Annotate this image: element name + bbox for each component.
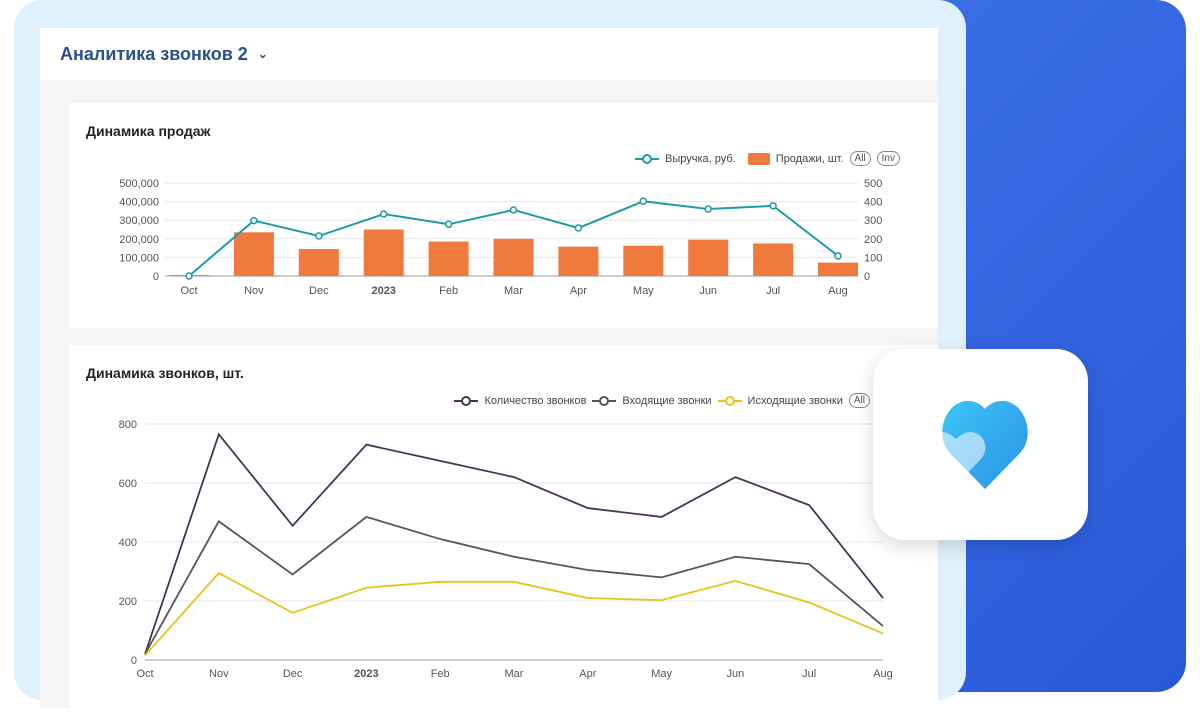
x-tick-label: Apr [579, 668, 596, 680]
revenue-point [769, 202, 777, 210]
revenue-point [379, 210, 388, 218]
sales-bar [298, 249, 339, 276]
total-calls-line [144, 432, 884, 655]
outgoing-legend-icon [717, 395, 742, 406]
total-legend-icon [454, 395, 479, 406]
x-tick-label: Dec [309, 285, 329, 297]
sales-legend-icon [747, 152, 770, 165]
x-tick-label: 2023 [354, 668, 378, 680]
revenue-point [509, 206, 518, 214]
y-tick-label: 800 [119, 419, 137, 431]
sales-bar [753, 243, 794, 276]
all-button[interactable]: All [848, 393, 870, 408]
revenue-legend-icon [635, 153, 660, 164]
y-right-tick-label: 200 [864, 234, 882, 246]
x-tick-label: Dec [283, 668, 303, 680]
revenue-point [315, 232, 323, 240]
x-tick-label: Mar [504, 285, 523, 297]
revenue-point [834, 252, 842, 260]
legend-total[interactable]: Количество звонков [484, 394, 587, 407]
x-tick-label: Mar [505, 668, 524, 680]
x-tick-label: Feb [439, 285, 458, 297]
x-tick-label: Oct [136, 668, 153, 680]
dashboard-panel: Аналитика звонков 2 ⌄ Динамика продаж Вы… [40, 28, 938, 725]
dashboard-title: Аналитика звонков 2 [60, 43, 248, 64]
y-tick-label: 600 [119, 478, 137, 490]
chevron-down-icon[interactable]: ⌄ [257, 47, 268, 61]
x-tick-label: Jul [766, 285, 780, 297]
x-tick-label: May [633, 285, 654, 297]
sales-chart: 0 0 100,000 100 200,000 200 300,000 300 400,000 4… [119, 178, 882, 297]
x-tick-label: 2023 [371, 285, 395, 297]
calls-chart-card: Динамика звонков, шт. Количество звонков… [70, 345, 938, 725]
y-right-tick-label: 500 [864, 178, 882, 190]
inv-button[interactable]: Inv [876, 151, 900, 166]
y-left-tick-label: 500,000 [119, 178, 159, 190]
outgoing-calls-line [144, 571, 884, 657]
legend-revenue[interactable]: Выручка, руб. [665, 152, 736, 165]
x-tick-label: Jun [727, 668, 745, 680]
y-tick-label: 0 [131, 655, 137, 667]
x-tick-label: Jul [802, 668, 816, 680]
sales-bar [363, 229, 404, 276]
legend-incoming[interactable]: Входящие звонки [622, 394, 712, 407]
x-tick-label: Feb [431, 668, 450, 680]
x-tick-label: Oct [180, 285, 197, 297]
revenue-point [639, 197, 648, 205]
all-button[interactable]: All [849, 151, 871, 166]
y-tick-label: 400 [119, 537, 137, 549]
x-tick-label: Apr [570, 285, 587, 297]
y-left-tick-label: 300,000 [119, 215, 159, 227]
y-right-tick-label: 300 [864, 215, 882, 227]
y-left-tick-label: 0 [153, 271, 159, 283]
y-left-tick-label: 100,000 [119, 252, 159, 264]
revenue-point [185, 272, 193, 280]
incoming-legend-icon [592, 395, 617, 406]
app-icon-tile [873, 349, 1088, 540]
sales-chart-card: Динамика продаж Выручка, руб. Продажи, ш… [70, 103, 938, 328]
x-tick-label: Aug [873, 668, 893, 680]
x-tick-label: May [651, 668, 672, 680]
dashboard-header[interactable]: Аналитика звонков 2 ⌄ [40, 28, 938, 80]
legend-outgoing[interactable]: Исходящие звонки [747, 394, 843, 407]
y-right-tick-label: 100 [864, 252, 882, 264]
incoming-calls-line [144, 515, 884, 655]
x-tick-label: Nov [244, 285, 264, 297]
y-right-tick-label: 400 [864, 197, 882, 209]
sales-bar [558, 246, 599, 276]
heart-icon [926, 400, 1028, 489]
x-tick-label: Jun [699, 285, 717, 297]
y-left-tick-label: 200,000 [119, 234, 159, 246]
y-right-tick-label: 0 [864, 271, 870, 283]
revenue-point [250, 216, 258, 225]
sales-chart-title: Динамика продаж [86, 123, 211, 139]
y-left-tick-label: 400,000 [119, 197, 159, 209]
sales-bar [623, 245, 664, 276]
sales-bar [818, 262, 858, 276]
revenue-point [444, 220, 453, 229]
y-tick-label: 200 [119, 596, 137, 608]
sales-bar [233, 232, 274, 276]
sales-bar [428, 241, 469, 276]
revenue-point [704, 205, 712, 213]
sales-bar [688, 239, 729, 276]
sales-bar [493, 238, 534, 276]
calls-chart-title: Динамика звонков, шт. [86, 365, 244, 381]
calls-chart: 0 200 400 600 800 Oct Nov Dec 2023 Feb Mar Apr May Ju… [119, 419, 893, 680]
legend-sales[interactable]: Продажи, шт. [775, 152, 844, 165]
x-tick-label: Aug [828, 285, 848, 297]
revenue-point [574, 224, 583, 232]
x-tick-label: Nov [209, 668, 229, 680]
